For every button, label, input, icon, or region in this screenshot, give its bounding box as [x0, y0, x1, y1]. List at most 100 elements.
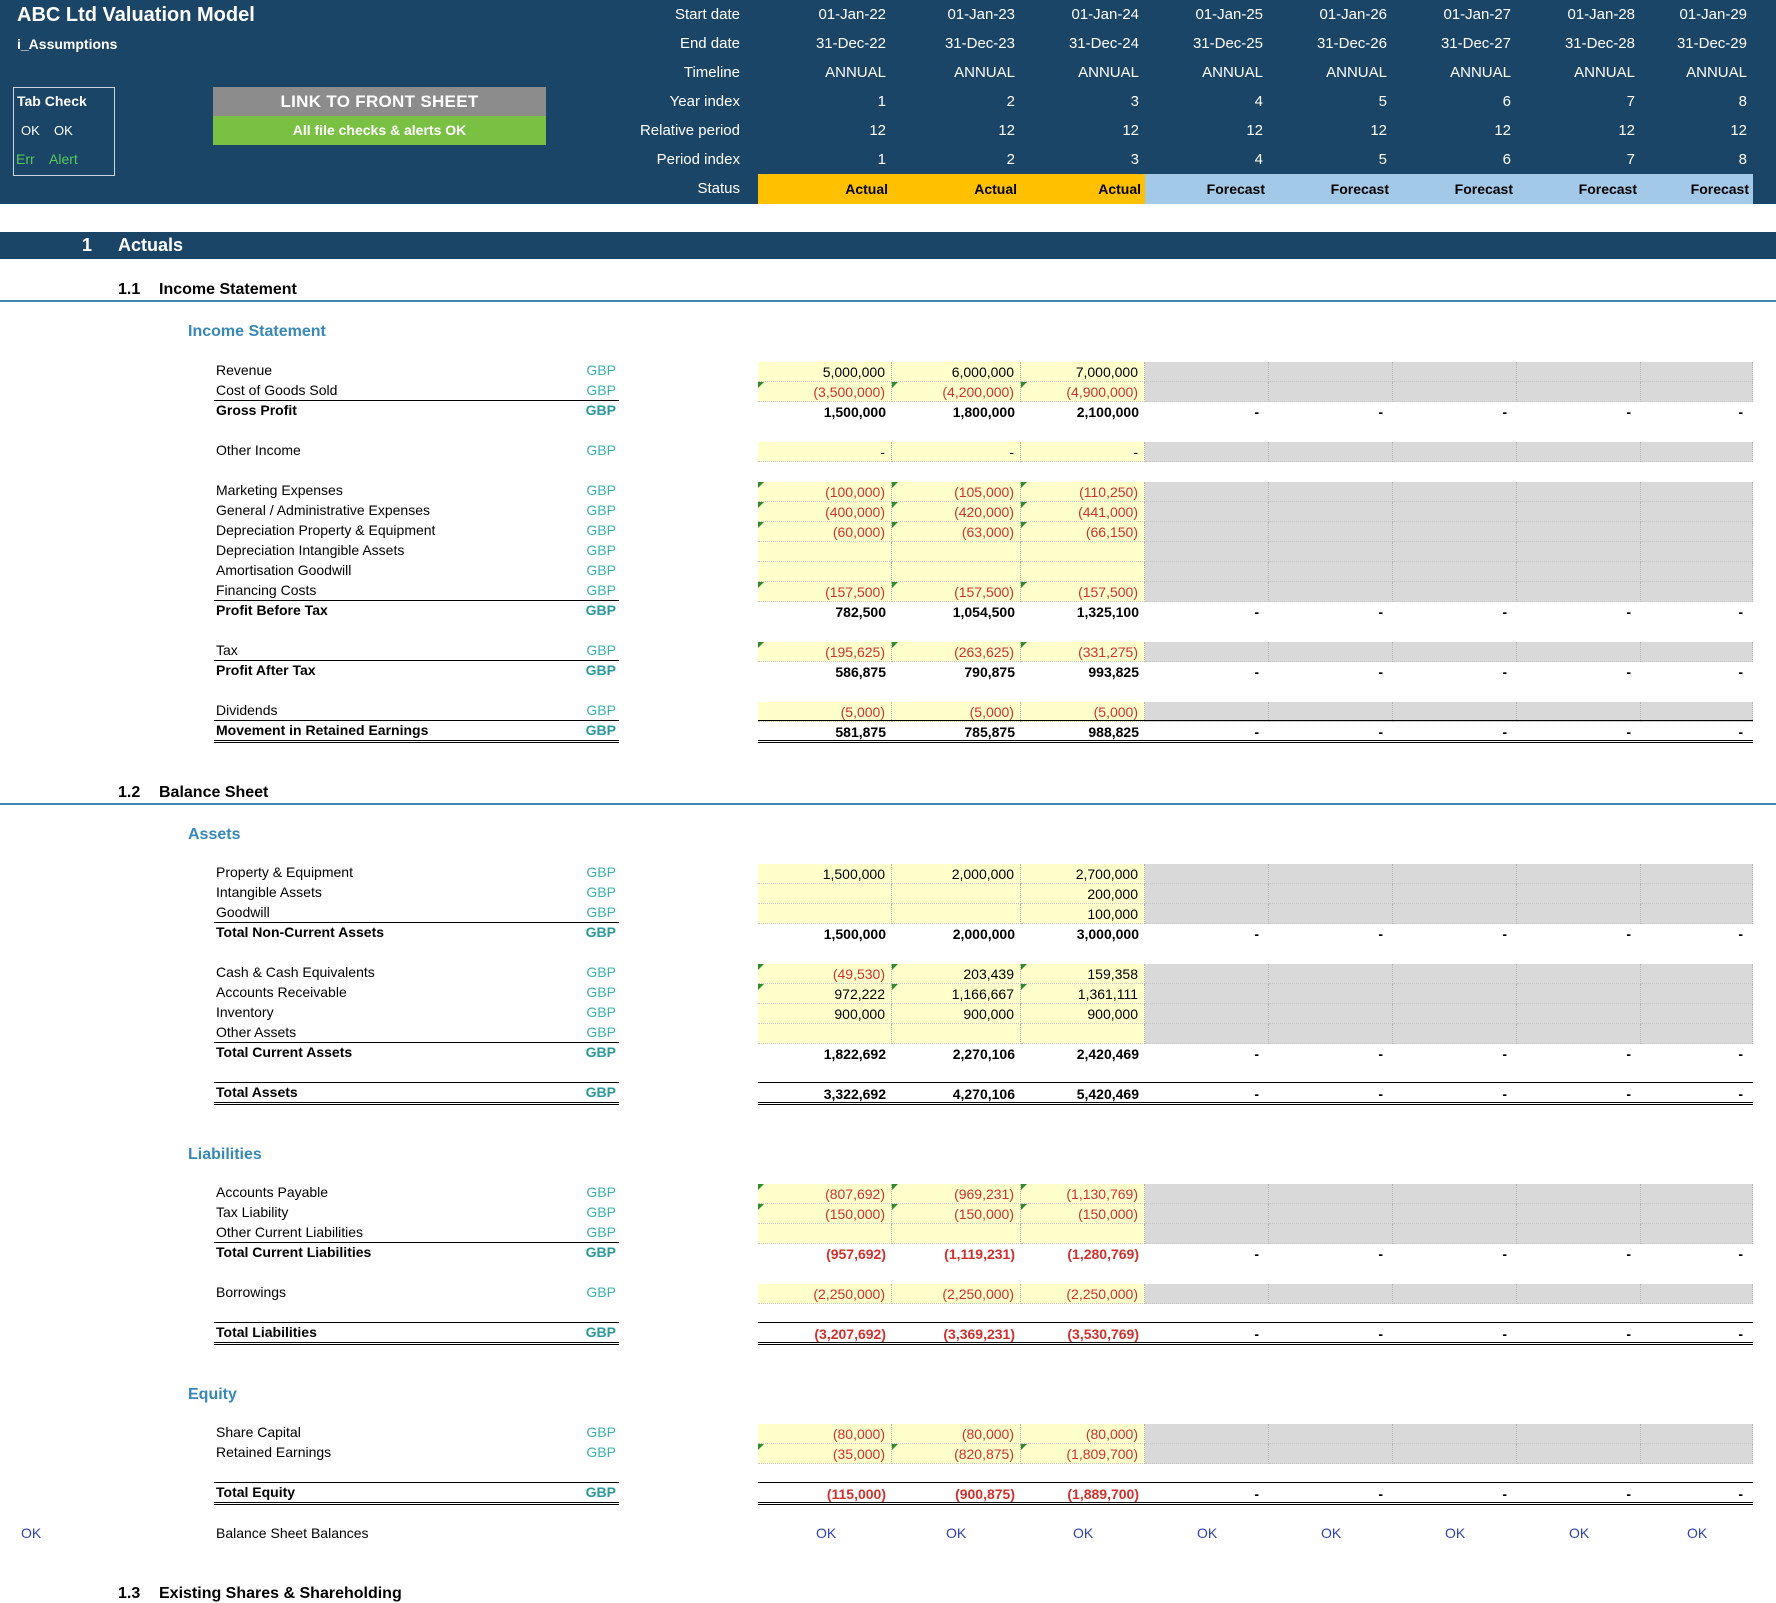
- input-cell[interactable]: (820,875): [892, 1444, 1021, 1464]
- input-cell[interactable]: [758, 542, 892, 562]
- input-cell[interactable]: 900,000: [1021, 1004, 1145, 1024]
- input-cell[interactable]: [1021, 542, 1145, 562]
- input-cell[interactable]: (80,000): [1021, 1424, 1145, 1444]
- input-cell[interactable]: (195,625): [758, 642, 892, 662]
- input-cell[interactable]: 900,000: [758, 1004, 892, 1024]
- input-cell[interactable]: (2,250,000): [892, 1284, 1021, 1304]
- input-cell[interactable]: (35,000): [758, 1444, 892, 1464]
- status-cell: Forecast: [1269, 174, 1393, 204]
- input-cell[interactable]: (150,000): [758, 1204, 892, 1224]
- input-cell[interactable]: (49,530): [758, 964, 892, 984]
- total-cell: 1,054,500: [952, 604, 1015, 620]
- input-cell[interactable]: (66,150): [1021, 522, 1145, 542]
- period-pidx: 1: [877, 151, 886, 168]
- input-cell[interactable]: [892, 1224, 1021, 1244]
- forecast-dash: -: [1738, 1046, 1743, 1062]
- input-cell[interactable]: 900,000: [892, 1004, 1021, 1024]
- input-cell[interactable]: 159,358: [1021, 964, 1145, 984]
- input-cell[interactable]: [758, 562, 892, 582]
- total-overline: [214, 1482, 619, 1483]
- input-cell[interactable]: (150,000): [892, 1204, 1021, 1224]
- input-cell[interactable]: [892, 1024, 1021, 1044]
- input-cell[interactable]: (4,200,000): [892, 382, 1021, 402]
- input-cell[interactable]: (100,000): [758, 482, 892, 502]
- input-cell[interactable]: 1,500,000: [758, 864, 892, 884]
- input-cell[interactable]: (60,000): [758, 522, 892, 542]
- input-cell[interactable]: [1021, 1024, 1145, 1044]
- input-cell[interactable]: (110,250): [1021, 482, 1145, 502]
- input-cell[interactable]: (5,000): [1021, 702, 1145, 722]
- input-cell[interactable]: (263,625): [892, 642, 1021, 662]
- forecast-dash: -: [1738, 604, 1743, 620]
- forecast-dash: -: [1626, 1326, 1631, 1342]
- input-cell[interactable]: (80,000): [758, 1424, 892, 1444]
- input-cell[interactable]: [892, 884, 1021, 904]
- input-cell[interactable]: [758, 1224, 892, 1244]
- forecast-dash: -: [1254, 604, 1259, 620]
- total-cell: 1,500,000: [823, 404, 886, 420]
- input-cell[interactable]: (807,692): [758, 1184, 892, 1204]
- input-cell[interactable]: 1,166,667: [892, 984, 1021, 1004]
- input-cell[interactable]: 5,000,000: [758, 362, 892, 382]
- forecast-cell: [1517, 1004, 1641, 1024]
- comment-marker: [1021, 984, 1027, 990]
- input-cell[interactable]: 1,361,111: [1021, 984, 1145, 1004]
- period-year: 5: [1378, 93, 1387, 110]
- input-cell[interactable]: (105,000): [892, 482, 1021, 502]
- input-cell[interactable]: 200,000: [1021, 884, 1145, 904]
- input-cell[interactable]: (2,250,000): [1021, 1284, 1145, 1304]
- input-cell[interactable]: (3,500,000): [758, 382, 892, 402]
- input-cell[interactable]: (5,000): [892, 702, 1021, 722]
- forecast-dash: -: [1254, 926, 1259, 942]
- forecast-dash: -: [1378, 404, 1383, 420]
- forecast-cell: [1641, 1224, 1753, 1244]
- input-cell[interactable]: (150,000): [1021, 1204, 1145, 1224]
- input-cell[interactable]: [892, 904, 1021, 924]
- period-end: 31-Dec-28: [1564, 35, 1635, 52]
- input-cell[interactable]: [1021, 1224, 1145, 1244]
- input-cell[interactable]: (80,000): [892, 1424, 1021, 1444]
- input-cell[interactable]: [892, 562, 1021, 582]
- input-cell[interactable]: 7,000,000: [1021, 362, 1145, 382]
- input-cell[interactable]: [758, 1024, 892, 1044]
- input-cell[interactable]: (157,500): [892, 582, 1021, 602]
- period-end: 31-Dec-23: [944, 35, 1015, 52]
- input-cell[interactable]: [1021, 562, 1145, 582]
- forecast-dash: -: [1626, 664, 1631, 680]
- input-cell[interactable]: (157,500): [758, 582, 892, 602]
- forecast-cell: [1393, 1284, 1517, 1304]
- input-cell[interactable]: [758, 884, 892, 904]
- input-cell[interactable]: -: [758, 442, 892, 462]
- input-cell[interactable]: (400,000): [758, 502, 892, 522]
- input-cell[interactable]: (420,000): [892, 502, 1021, 522]
- input-cell[interactable]: -: [892, 442, 1021, 462]
- input-cell[interactable]: (63,000): [892, 522, 1021, 542]
- input-cell[interactable]: 2,000,000: [892, 864, 1021, 884]
- input-cell[interactable]: 100,000: [1021, 904, 1145, 924]
- input-cell[interactable]: 2,700,000: [1021, 864, 1145, 884]
- input-cell[interactable]: (157,500): [1021, 582, 1145, 602]
- input-cell[interactable]: 972,222: [758, 984, 892, 1004]
- link-to-front-sheet-button[interactable]: LINK TO FRONT SHEET: [213, 87, 546, 116]
- input-cell[interactable]: (5,000): [758, 702, 892, 722]
- input-cell[interactable]: 6,000,000: [892, 362, 1021, 382]
- input-cell[interactable]: 203,439: [892, 964, 1021, 984]
- total-cell: 782,500: [835, 604, 886, 620]
- input-cell[interactable]: [892, 542, 1021, 562]
- forecast-dash: -: [1254, 1246, 1259, 1262]
- input-cell[interactable]: (1,130,769): [1021, 1184, 1145, 1204]
- input-cell[interactable]: (1,809,700): [1021, 1444, 1145, 1464]
- input-cell[interactable]: (969,231): [892, 1184, 1021, 1204]
- input-cell[interactable]: [758, 904, 892, 924]
- period-start: 01-Jan-23: [947, 6, 1015, 23]
- input-cell[interactable]: -: [1021, 442, 1145, 462]
- input-cell[interactable]: (2,250,000): [758, 1284, 892, 1304]
- comment-marker: [1021, 502, 1027, 508]
- forecast-cell: [1393, 904, 1517, 924]
- input-cell[interactable]: (331,275): [1021, 642, 1145, 662]
- file-checks-status: All file checks & alerts OK: [213, 116, 546, 145]
- input-cell[interactable]: (4,900,000): [1021, 382, 1145, 402]
- forecast-cell: [1145, 1204, 1269, 1224]
- input-cell[interactable]: (441,000): [1021, 502, 1145, 522]
- period-year: 6: [1502, 93, 1511, 110]
